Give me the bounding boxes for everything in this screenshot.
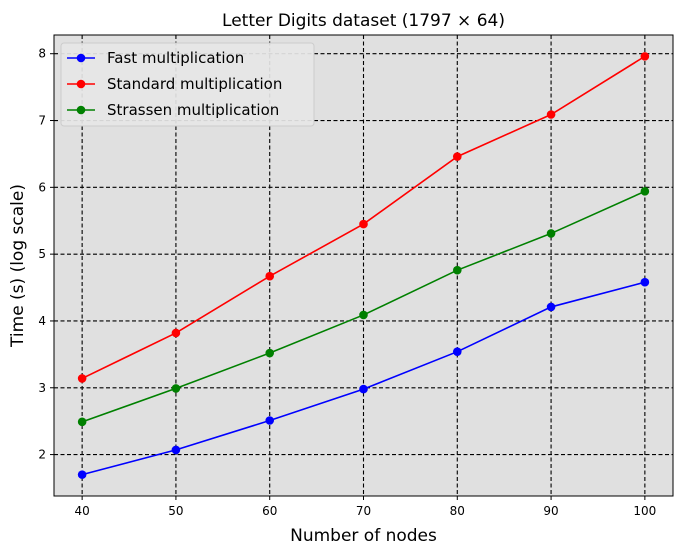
data-point xyxy=(546,229,556,238)
data-point xyxy=(452,152,462,161)
data-point xyxy=(77,470,87,479)
legend-marker xyxy=(76,105,86,115)
y-tick-label: 7 xyxy=(38,114,46,128)
data-point xyxy=(171,445,181,455)
chart-title: Letter Digits dataset (1797 × 64) xyxy=(222,11,505,31)
data-point xyxy=(77,417,87,427)
data-point xyxy=(546,302,556,312)
data-point xyxy=(171,384,181,393)
series-2 xyxy=(77,52,650,383)
y-axis-label: Time (s) (log scale) xyxy=(8,184,28,348)
ticks: 40 50 60 70 80 90 100 2 3 4 5 6 7 8 xyxy=(38,47,656,518)
data-point xyxy=(265,348,275,358)
data-point xyxy=(546,110,556,119)
x-tick-label: 80 xyxy=(450,504,465,518)
legend-label: Fast multiplication xyxy=(107,49,244,67)
x-axis-label: Number of nodes xyxy=(290,526,437,546)
legend-marker xyxy=(76,79,86,89)
data-point xyxy=(359,219,368,229)
data-point xyxy=(359,384,368,394)
y-tick-label: 8 xyxy=(38,47,46,61)
data-point xyxy=(452,265,462,275)
data-point xyxy=(265,416,275,425)
x-tick-label: 90 xyxy=(543,504,558,518)
data-point xyxy=(77,374,87,383)
y-tick-label: 5 xyxy=(38,247,46,261)
grid xyxy=(54,35,673,496)
y-tick-label: 4 xyxy=(38,314,46,328)
y-tick-label: 6 xyxy=(38,180,46,194)
legend-marker xyxy=(76,53,86,63)
legend-item: Strassen multiplication xyxy=(67,101,279,119)
data-point xyxy=(640,187,650,196)
y-tick-label: 3 xyxy=(38,381,46,395)
series-3 xyxy=(77,187,650,427)
x-tick-label: 60 xyxy=(262,504,277,518)
legend: Fast multiplication Standard multiplicati… xyxy=(60,42,315,127)
legend-item: Standard multiplication xyxy=(67,75,282,93)
data-point xyxy=(171,328,181,338)
series-1 xyxy=(77,277,650,479)
series-layer xyxy=(77,52,650,479)
x-tick-label: 40 xyxy=(74,504,89,518)
legend-item: Fast multiplication xyxy=(67,49,244,67)
data-point xyxy=(640,52,650,61)
x-tick-label: 70 xyxy=(356,504,371,518)
data-point xyxy=(359,310,368,320)
x-tick-label: 100 xyxy=(633,504,656,518)
y-tick-label: 2 xyxy=(38,448,46,462)
legend-label: Strassen multiplication xyxy=(107,101,279,119)
legend-label: Standard multiplication xyxy=(107,75,282,93)
data-point xyxy=(452,347,462,356)
data-point xyxy=(640,277,650,287)
legend-box xyxy=(60,42,315,127)
x-tick-label: 50 xyxy=(168,504,183,518)
data-point xyxy=(265,271,275,281)
